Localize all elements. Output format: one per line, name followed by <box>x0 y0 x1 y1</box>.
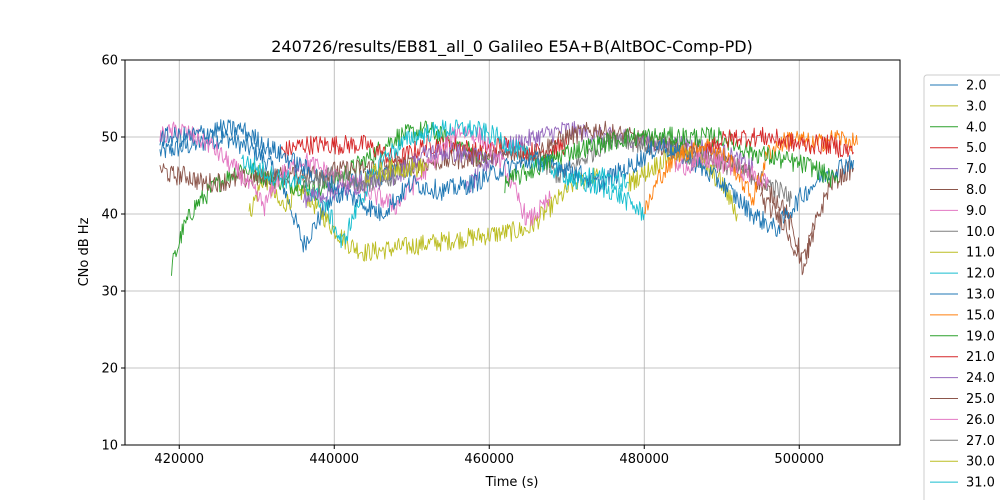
x-tick-label: 500000 <box>774 452 824 467</box>
legend-label: 9.0 <box>966 204 987 219</box>
series-layer <box>159 119 858 276</box>
legend-label: 21.0 <box>966 350 995 365</box>
legend-label: 31.0 <box>966 476 995 491</box>
legend-label: 4.0 <box>966 120 987 135</box>
legend-label: 8.0 <box>966 183 987 198</box>
legend-label: 24.0 <box>966 371 995 386</box>
legend-label: 27.0 <box>966 434 995 449</box>
legend-label: 26.0 <box>966 413 995 428</box>
legend-label: 30.0 <box>966 455 995 470</box>
series-line-19-0 <box>504 126 839 194</box>
series-line-3-0 <box>248 167 599 262</box>
legend-label: 11.0 <box>966 246 995 261</box>
legend-label: 19.0 <box>966 329 995 344</box>
legend-label: 5.0 <box>966 141 987 156</box>
legend: 2.0 3.0 4.0 5.0 7.0 8.0 9.0 10.0 11.0 12.0 13.0 15.… <box>923 74 1000 500</box>
y-tick-label: 60 <box>101 54 118 69</box>
series-line-25-0 <box>760 192 816 276</box>
x-tick-label: 420000 <box>154 452 204 467</box>
series-line-9-0 <box>159 121 552 227</box>
chart-title: 240726/results/EB81_all_0 Galileo E5A+B(… <box>271 37 753 57</box>
series-line-10-0 <box>535 130 792 208</box>
series-line-21-0 <box>705 126 854 158</box>
series-line-13-0 <box>159 119 854 237</box>
y-tick-label: 40 <box>101 208 118 223</box>
y-tick-label: 20 <box>101 362 118 377</box>
y-tick-label: 50 <box>101 131 118 146</box>
legend-label: 7.0 <box>966 162 987 177</box>
legend-label: 12.0 <box>966 267 995 282</box>
x-tick-label: 440000 <box>309 452 359 467</box>
legend-frame <box>923 74 1000 500</box>
series-line-31-0 <box>566 167 630 192</box>
x-tick-label: 480000 <box>619 452 669 467</box>
series-line-30-0 <box>364 158 428 184</box>
y-tick-label: 30 <box>101 285 118 300</box>
y-tick-label: 10 <box>101 439 118 454</box>
plot-frame <box>124 59 901 446</box>
legend-label: 13.0 <box>966 288 995 303</box>
legend-label: 25.0 <box>966 392 995 407</box>
x-tick-label: 460000 <box>464 452 514 467</box>
legend-label: 15.0 <box>966 308 995 323</box>
legend-label: 10.0 <box>966 225 995 240</box>
y-axis-label: CNo dB Hz <box>77 217 92 286</box>
legend-label: 3.0 <box>966 99 987 114</box>
series-line-26-0 <box>674 150 769 189</box>
axis-ticks: 420000 440000 460000 480000 500000 10 20 30 40 50… <box>101 54 824 468</box>
x-axis-label: Time (s) <box>485 475 539 490</box>
legend-label: 2.0 <box>966 79 987 94</box>
